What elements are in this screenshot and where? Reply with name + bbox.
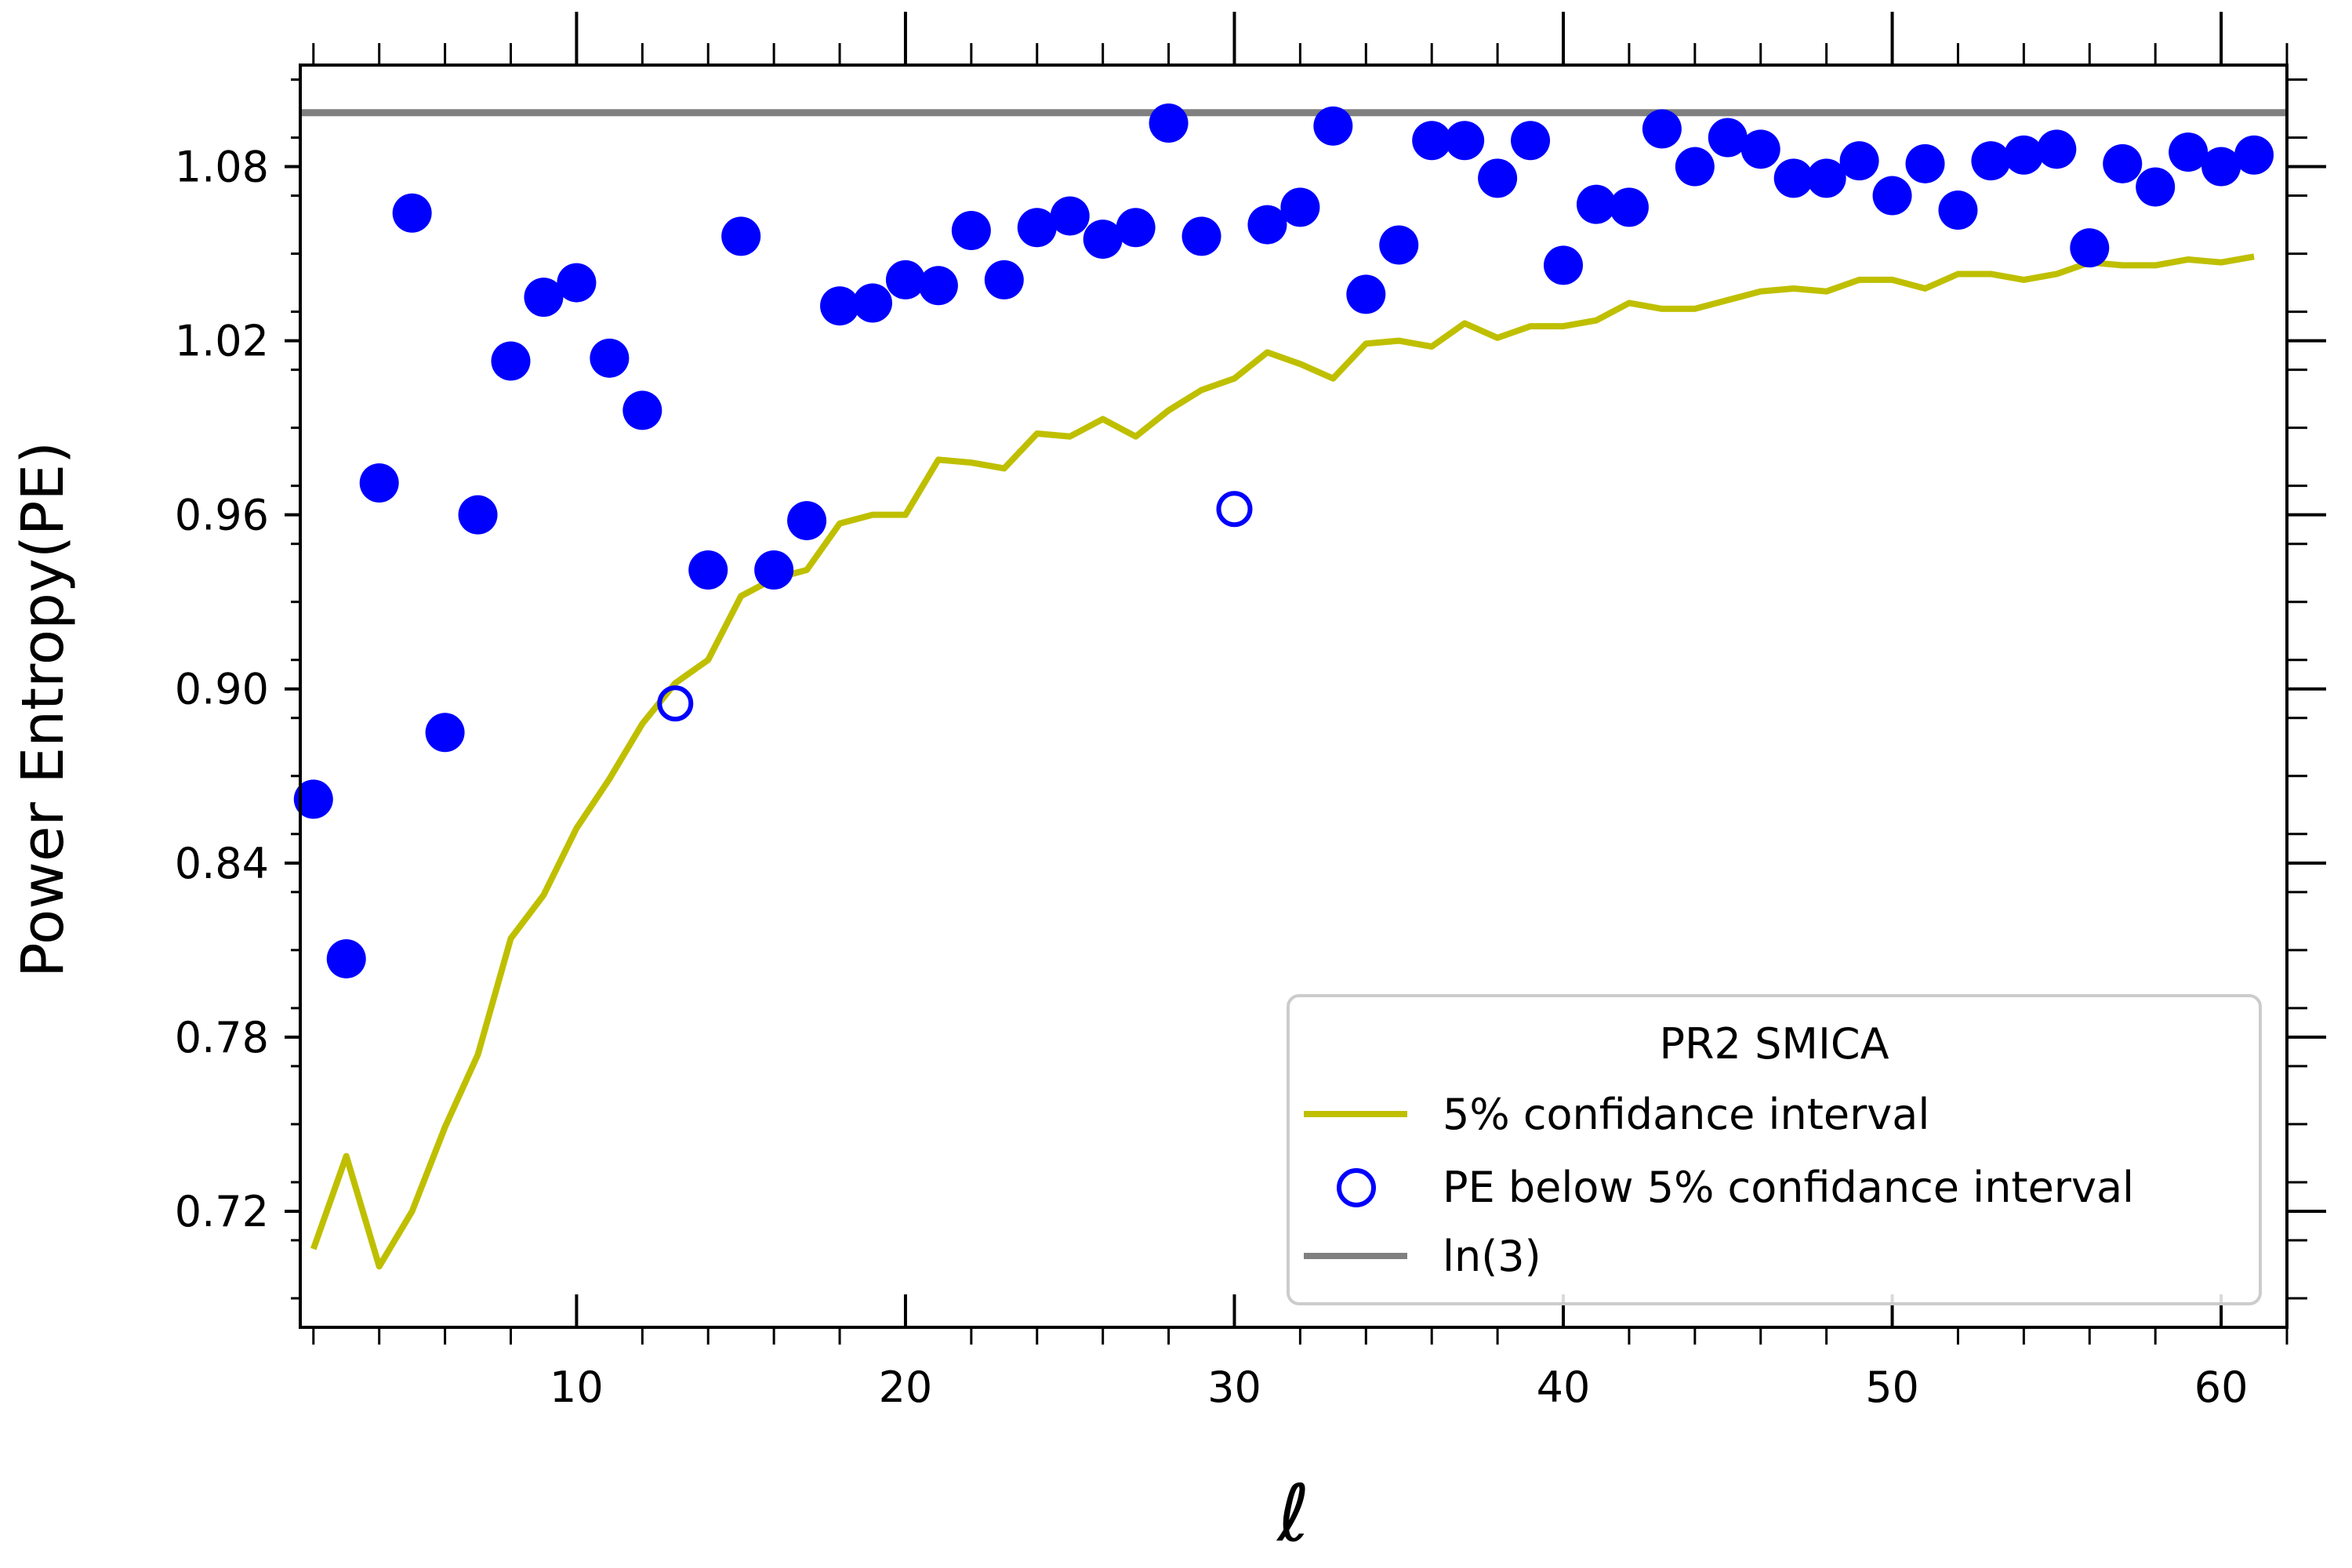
pe-data-point [820,286,860,326]
legend: PR2 SMICA 5% confidance interval PE belo… [1287,994,2262,1305]
x-tick-label: 50 [1865,1363,1919,1412]
pe-data-point [1708,118,1748,158]
pe-data-point [1445,121,1485,161]
pe-data-point [1083,220,1123,260]
y-axis: 0.72 0.78 0.84 0.90 0.96 1.02 1.08 [175,78,2326,1300]
y-tick-label: 1.02 [175,317,269,366]
pe-data-point [491,341,531,381]
x-tick-label: 30 [1207,1363,1261,1412]
pe-below-ci-point [1216,491,1253,528]
legend-title: PR2 SMICA [1659,1019,1889,1069]
pe-data-point [326,938,366,978]
confidence-interval-line [310,253,2255,1270]
pe-data-point [885,260,925,299]
pe-data-point [1609,187,1649,227]
pe-data-point [787,501,827,541]
pe-data-point [1280,187,1320,227]
y-tick-label: 0.96 [175,491,269,540]
pe-data-point [293,779,333,819]
pe-data-point [918,266,958,306]
pe-data-point [1839,141,1879,181]
pe-data-point [1412,121,1452,161]
pe-data-point [1642,109,1682,149]
pe-data-point [2234,135,2274,175]
pe-data-point [1346,274,1386,314]
pe-data-point [1938,191,1978,230]
pe-data-point [1181,216,1221,256]
plot-frame [299,64,2288,1329]
pe-data-point [425,713,465,753]
pe-data-point [1806,158,1846,198]
y-tick-label: 0.78 [175,1013,269,1062]
pe-data-point [2070,228,2110,268]
legend-entry-ln3: ln(3) [1443,1232,1541,1281]
pe-data-point [1544,245,1584,285]
pe-data-point [2103,143,2143,183]
pe-data-point [852,283,892,323]
pe-data-point [392,193,432,233]
pe-data-point [1379,225,1419,265]
pe-data-point [1872,176,1912,216]
x-tick-label: 40 [1537,1363,1591,1412]
pe-data-point [1478,158,1518,198]
pe-data-point [1905,143,1945,183]
pe-data-point [524,278,564,318]
x-tick-label: 10 [550,1363,604,1412]
pe-data-point [1576,184,1616,224]
pe-data-point [1017,208,1057,248]
pe-data-point [1050,196,1090,236]
pe-data-point [2037,129,2077,169]
pe-data-point [2169,132,2209,172]
legend-swatch-open-circle [1337,1168,1376,1207]
x-tick-label: 20 [879,1363,933,1412]
pe-data-point [984,260,1024,299]
pe-data-point [2004,135,2044,175]
pe-data-point [1740,129,1780,169]
pe-data-point [590,338,630,378]
pe-data-point [721,216,761,256]
x-axis-title: ℓ [1276,1468,1309,1559]
y-tick-label: 0.90 [175,665,269,714]
pe-data-point [359,463,399,503]
pe-data-point [458,495,498,535]
legend-entry-below-ci: PE below 5% confidance interval [1443,1163,2134,1212]
pe-data-point [1149,103,1189,143]
y-tick-label: 0.84 [175,839,269,888]
pe-data-point [951,210,991,250]
y-axis-title: Power Entropy(PE) [9,441,77,978]
pe-data-point [1313,106,1353,146]
pe-data-point [622,390,662,430]
pe-data-point [1511,121,1551,161]
pe-data-point [1116,208,1156,248]
x-axis: 10 20 30 40 50 60 [312,12,2288,1412]
pe-data-point [1675,147,1715,187]
x-tick-label: 60 [2194,1363,2249,1412]
pe-data-point [754,550,794,590]
pe-data-point [688,550,728,590]
legend-box [1287,994,2262,1305]
pe-data-point [1971,141,2011,181]
pe-data-point [557,263,597,303]
legend-entry-confidence: 5% confidance interval [1443,1090,1929,1139]
y-tick-label: 0.72 [175,1187,269,1236]
plot-area [293,103,2287,1270]
pe-data-point [1247,205,1287,245]
pe-data-point [2201,147,2241,187]
pe-below-ci-point [657,685,694,722]
y-tick-label: 1.08 [175,143,269,192]
pe-data-point [2136,167,2176,207]
pe-data-point [1773,158,1813,198]
